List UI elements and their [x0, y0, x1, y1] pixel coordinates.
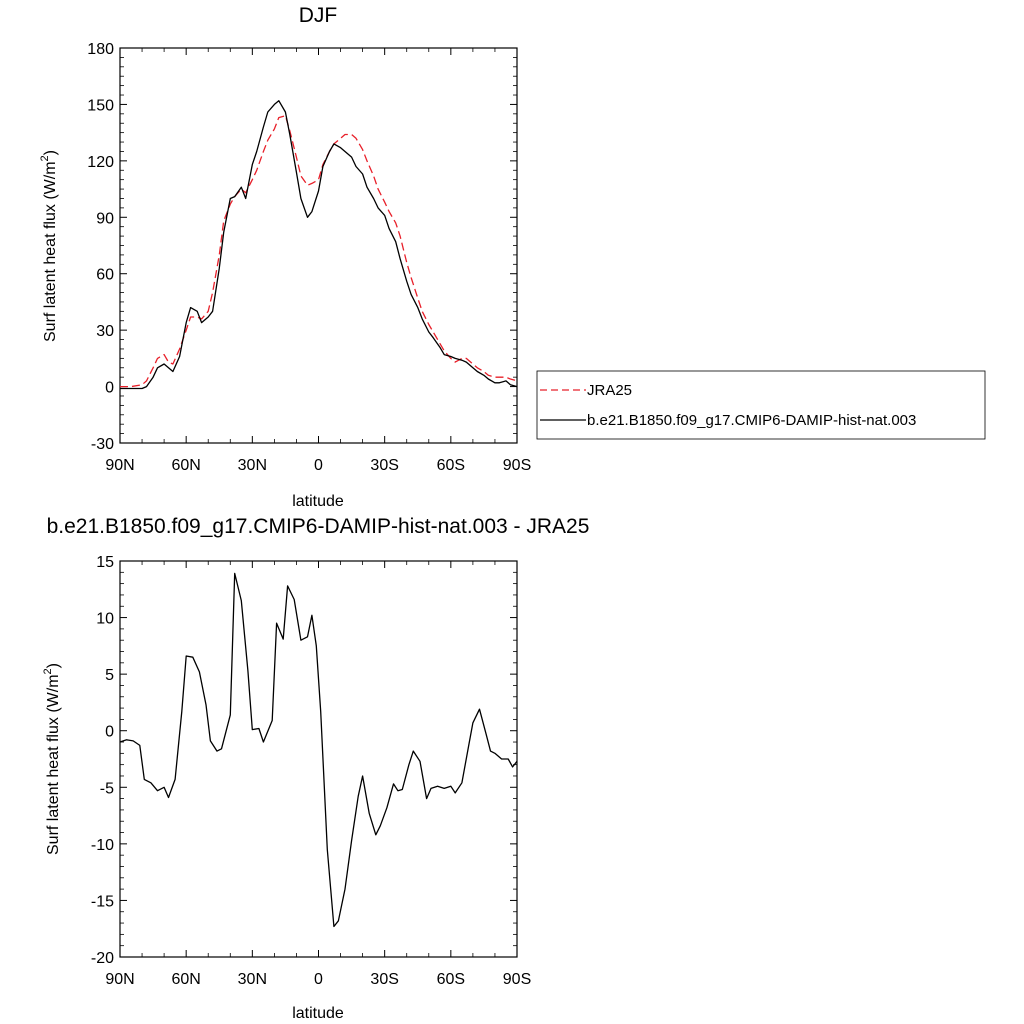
top-ticks: -30 0 30 60 90 120 150 180 90N 60N 30N 0 30S 60S 90S — [87, 41, 531, 474]
bottom-x-tick-label: 60N — [171, 971, 200, 988]
top-x-tick-label: 90S — [503, 457, 531, 474]
legend-label-model: b.e21.B1850.f09_g17.CMIP6-DAMIP-hist-nat… — [587, 412, 916, 429]
top-series-line-1 — [120, 100, 518, 390]
bottom-y-tick-label: 0 — [105, 724, 114, 741]
bottom-x-tick-label: 30N — [238, 971, 267, 988]
bottom-y-axis-label-sup: 2 — [42, 668, 54, 674]
bottom-y-tick-label: 10 — [96, 611, 114, 628]
bottom-chart-title: b.e21.B1850.f09_g17.CMIP6-DAMIP-hist-nat… — [47, 515, 590, 538]
top-y-tick-label: 0 — [105, 380, 114, 397]
top-y-tick-label: 60 — [96, 267, 114, 284]
bottom-y-axis-label-close: ) — [45, 663, 62, 668]
bottom-x-tick-label: 90N — [105, 971, 134, 988]
legend: JRA25 b.e21.B1850.f09_g17.CMIP6-DAMIP-hi… — [536, 370, 986, 440]
bottom-y-tick-label: -5 — [100, 780, 114, 797]
top-x-tick-label: 30N — [238, 457, 267, 474]
bottom-series-line-0 — [119, 572, 518, 928]
top-series-line-0 — [120, 115, 518, 388]
bottom-series-lines — [119, 572, 518, 928]
top-plot-frame — [119, 47, 518, 444]
top-y-tick-label: 150 — [87, 97, 114, 114]
top-panel: DJF -30 0 30 60 90 120 150 180 90N 60N 30N 0 30S 60S 9… — [39, 4, 531, 510]
bottom-ticks: -20 -15 -10 -5 0 5 10 15 90N 60N 30N 0 30S 60S 90S — [91, 554, 531, 988]
top-y-axis-label-close: ) — [42, 150, 59, 155]
bottom-x-axis-label: latitude — [292, 1005, 344, 1022]
top-y-tick-label: -30 — [91, 436, 114, 453]
bottom-y-axis-label-main: Surf latent heat flux (W/m — [45, 674, 62, 855]
bottom-x-tick-label: 30S — [370, 971, 398, 988]
top-x-tick-label: 60N — [171, 457, 200, 474]
top-y-axis-label-main: Surf latent heat flux (W/m — [42, 161, 59, 342]
top-chart-title: DJF — [299, 4, 338, 27]
top-x-tick-label: 90N — [105, 457, 134, 474]
bottom-y-tick-label: -10 — [91, 837, 114, 854]
top-y-axis-label-sup: 2 — [39, 155, 51, 161]
bottom-y-tick-label: -20 — [91, 950, 114, 967]
legend-box — [536, 370, 986, 440]
bottom-x-tick-label: 90S — [503, 971, 531, 988]
bottom-y-axis-label: Surf latent heat flux (W/m2) — [42, 663, 62, 855]
legend-label-jra25: JRA25 — [587, 382, 632, 399]
bottom-y-tick-label: 15 — [96, 554, 114, 571]
bottom-y-tick-label: 5 — [105, 667, 114, 684]
top-series-lines — [120, 100, 518, 390]
top-y-tick-label: 120 — [87, 154, 114, 171]
top-x-axis-label: latitude — [292, 493, 344, 510]
top-x-tick-label: 30S — [370, 457, 398, 474]
bottom-plot-frame — [119, 560, 518, 958]
top-x-tick-label: 60S — [437, 457, 465, 474]
bottom-x-tick-label: 0 — [314, 971, 323, 988]
top-y-tick-label: 90 — [96, 210, 114, 227]
top-y-axis-label: Surf latent heat flux (W/m2) — [39, 150, 59, 342]
top-x-tick-label: 0 — [314, 457, 323, 474]
bottom-y-tick-label: -15 — [91, 893, 114, 910]
bottom-x-tick-label: 60S — [437, 971, 465, 988]
top-y-tick-label: 180 — [87, 41, 114, 58]
top-y-tick-label: 30 — [96, 323, 114, 340]
bottom-panel: b.e21.B1850.f09_g17.CMIP6-DAMIP-hist-nat… — [42, 515, 589, 1022]
